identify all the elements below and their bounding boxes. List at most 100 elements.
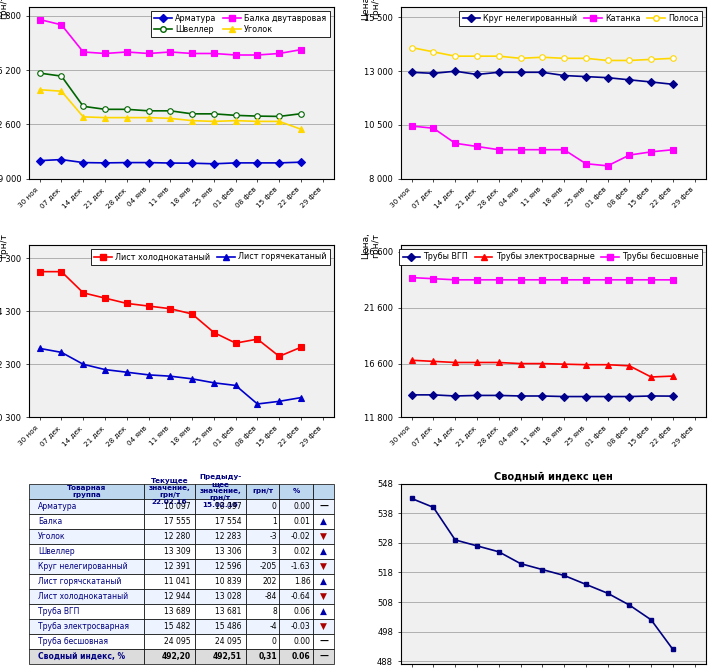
Text: 0: 0: [272, 637, 276, 646]
Text: 0.06: 0.06: [292, 652, 310, 661]
Y-axis label: Цена,
грн/т: Цена, грн/т: [0, 0, 9, 20]
Bar: [246, 634, 279, 650]
Bar: [29, 559, 144, 574]
Text: Текущее
значение,
грн/т
22.02.16: Текущее значение, грн/т 22.02.16: [148, 478, 190, 505]
Bar: [144, 544, 195, 559]
Bar: [313, 499, 333, 514]
Bar: [279, 499, 313, 514]
Bar: [279, 604, 313, 619]
Title: Сводный индекс цен: Сводный индекс цен: [494, 472, 613, 482]
Bar: [144, 604, 195, 619]
Bar: [29, 574, 144, 589]
Text: 1.86: 1.86: [294, 577, 310, 586]
Text: 492,51: 492,51: [212, 652, 241, 661]
Bar: [144, 634, 195, 650]
Bar: [246, 559, 279, 574]
Text: —: —: [319, 502, 328, 511]
Bar: [144, 499, 195, 514]
Text: 0: 0: [272, 502, 276, 511]
Text: -4: -4: [269, 622, 276, 631]
Text: ▲: ▲: [320, 517, 327, 526]
Bar: [29, 529, 144, 544]
Text: 13 306: 13 306: [215, 547, 241, 556]
Bar: [279, 529, 313, 544]
Bar: [29, 484, 144, 499]
Bar: [144, 484, 195, 499]
Text: Предыду-
щее
значение,
грн/т
15.02.16: Предыду- щее значение, грн/т 15.02.16: [199, 474, 241, 508]
Text: 12 944: 12 944: [164, 592, 191, 601]
Text: 15 486: 15 486: [215, 622, 241, 631]
Text: -84: -84: [264, 592, 276, 601]
Text: ▼: ▼: [320, 592, 327, 601]
Text: Труба электросварная: Труба электросварная: [38, 622, 129, 631]
Text: 15 482: 15 482: [164, 622, 191, 631]
Text: ▲: ▲: [320, 607, 327, 616]
Bar: [313, 559, 333, 574]
Legend: Трубы ВГП, Трубы электросварные, Трубы бесшовные: Трубы ВГП, Трубы электросварные, Трубы б…: [400, 249, 701, 264]
Text: 13 681: 13 681: [215, 607, 241, 616]
Text: 13 028: 13 028: [215, 592, 241, 601]
Bar: [195, 499, 246, 514]
Bar: [29, 619, 144, 634]
Bar: [279, 484, 313, 499]
Bar: [313, 484, 333, 499]
Text: 0.00: 0.00: [294, 637, 310, 646]
Text: -0.64: -0.64: [291, 592, 310, 601]
Text: -3: -3: [269, 532, 276, 541]
Bar: [195, 650, 246, 664]
Text: 202: 202: [262, 577, 276, 586]
Bar: [279, 650, 313, 664]
Bar: [29, 589, 144, 604]
Bar: [144, 650, 195, 664]
Text: Труба ВГП: Труба ВГП: [38, 607, 79, 616]
Text: 24 095: 24 095: [215, 637, 241, 646]
Bar: [313, 604, 333, 619]
Text: 0.00: 0.00: [294, 502, 310, 511]
Text: Сводный индекс, %: Сводный индекс, %: [38, 652, 125, 661]
Text: 17 554: 17 554: [215, 517, 241, 526]
Bar: [313, 589, 333, 604]
Text: 17 555: 17 555: [164, 517, 191, 526]
Text: 10 097: 10 097: [164, 502, 191, 511]
Bar: [195, 574, 246, 589]
Bar: [144, 574, 195, 589]
Text: Лист холоднокатаный: Лист холоднокатаный: [38, 592, 128, 601]
Text: 24 095: 24 095: [164, 637, 191, 646]
Text: 10 839: 10 839: [215, 577, 241, 586]
Text: 12 280: 12 280: [164, 532, 191, 541]
Text: 0,31: 0,31: [258, 652, 276, 661]
Bar: [279, 544, 313, 559]
Y-axis label: Цена,
грн/т: Цена, грн/т: [361, 231, 380, 258]
Text: ▼: ▼: [320, 562, 327, 571]
Text: Лист горячскатаный: Лист горячскатаный: [38, 577, 122, 586]
Text: 12 596: 12 596: [215, 562, 241, 571]
Bar: [29, 634, 144, 650]
Bar: [29, 499, 144, 514]
Text: ▼: ▼: [320, 622, 327, 631]
Legend: Лист холоднокатаный, Лист горячекатаный: Лист холоднокатаный, Лист горячекатаный: [91, 249, 330, 264]
Text: 1: 1: [272, 517, 276, 526]
Bar: [144, 619, 195, 634]
Text: грн/т: грн/т: [252, 488, 273, 495]
Bar: [246, 589, 279, 604]
Text: ▼: ▼: [320, 532, 327, 541]
Text: Круг нелегированный: Круг нелегированный: [38, 562, 127, 571]
Bar: [195, 484, 246, 499]
Y-axis label: Цена,
грн/т: Цена, грн/т: [361, 0, 380, 20]
Bar: [195, 559, 246, 574]
Text: Товарная
группа: Товарная группа: [67, 484, 106, 498]
Text: 0.02: 0.02: [294, 547, 310, 556]
Text: -205: -205: [259, 562, 276, 571]
Text: 8: 8: [272, 607, 276, 616]
Text: %: %: [293, 488, 300, 495]
Bar: [144, 559, 195, 574]
Bar: [195, 544, 246, 559]
Legend: Арматура, Швеллер, Балка двутавровая, Уголок: Арматура, Швеллер, Балка двутавровая, Уг…: [151, 11, 330, 37]
Text: Труба бесшовная: Труба бесшовная: [38, 637, 108, 646]
Bar: [195, 619, 246, 634]
Text: Швеллер: Швеллер: [38, 547, 75, 556]
Bar: [29, 514, 144, 529]
Legend: Круг нелегированный, Катанка, Полоса: Круг нелегированный, Катанка, Полоса: [459, 11, 701, 26]
Bar: [144, 589, 195, 604]
Bar: [195, 529, 246, 544]
